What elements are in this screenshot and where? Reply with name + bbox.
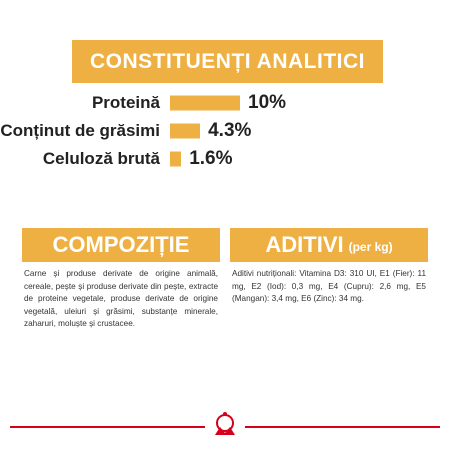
additives-title: ADITIVI — [265, 232, 344, 257]
value-label: 10% — [248, 92, 287, 113]
additives-subtitle: (per kg) — [348, 240, 393, 254]
bar — [170, 123, 201, 139]
composition-text: Carne și produse derivate de origine ani… — [24, 269, 218, 328]
category-label: Celuloză brută — [42, 149, 160, 168]
composition-box: COMPOZIȚIE Carne și produse derivate de … — [22, 228, 220, 328]
value-label: 4.3% — [208, 120, 252, 141]
additives-header: ADITIVI (per kg) — [230, 228, 428, 262]
footer — [10, 412, 440, 435]
composition-title: COMPOZIȚIE — [22, 228, 220, 262]
brand-logo — [215, 412, 235, 435]
category-label: Proteină — [91, 93, 160, 112]
value-label: 1.6% — [189, 148, 233, 169]
bar — [170, 95, 240, 111]
bar — [170, 151, 182, 167]
additives-text: Aditivi nutriționali: Vitamina D3: 310 U… — [232, 269, 426, 303]
additives-box: ADITIVI (per kg) Aditivi nutriționali: V… — [230, 228, 428, 322]
category-label: Conținut de grăsimi — [0, 121, 160, 140]
section-title: CONSTITUENȚI ANALITICI — [72, 40, 383, 83]
